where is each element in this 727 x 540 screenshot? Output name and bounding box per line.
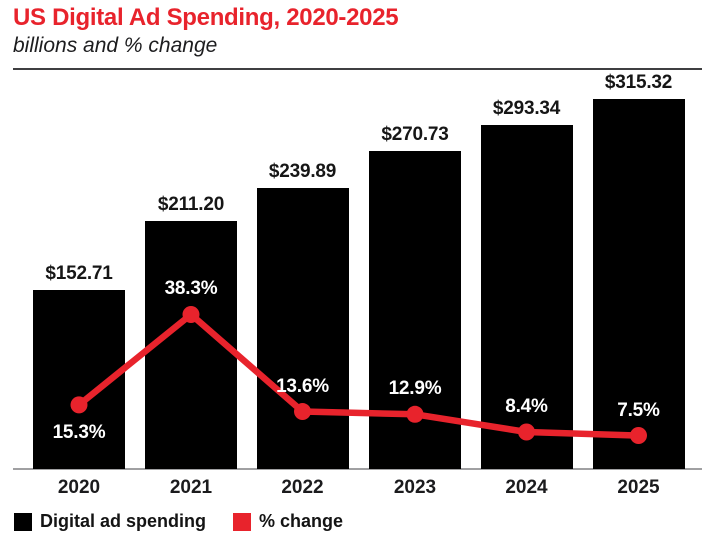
bar-value-label-2020: $152.71 bbox=[45, 263, 113, 284]
bar-2023 bbox=[369, 151, 461, 469]
bar-2021 bbox=[145, 221, 237, 469]
pct-change-label-2021: 38.3% bbox=[164, 278, 218, 300]
pct-change-label-2023: 12.9% bbox=[388, 378, 442, 400]
legend: Digital ad spending % change bbox=[14, 511, 343, 532]
x-axis-label-2020: 2020 bbox=[57, 477, 101, 498]
legend-label: Digital ad spending bbox=[40, 511, 207, 531]
pct-change-label-2022: 13.6% bbox=[276, 375, 329, 397]
legend-item--change: % change bbox=[233, 511, 343, 532]
x-axis-label-2022: 2022 bbox=[281, 477, 324, 498]
x-axis-label-2025: 2025 bbox=[617, 477, 660, 498]
legend-swatch bbox=[233, 512, 252, 531]
x-axis-line bbox=[13, 468, 702, 470]
legend-label: % change bbox=[259, 511, 344, 531]
x-axis-label-2021: 2021 bbox=[169, 477, 213, 498]
bar-value-label-2025: $315.32 bbox=[604, 72, 673, 93]
bar-2024 bbox=[480, 125, 573, 469]
x-axis-label-2024: 2024 bbox=[505, 477, 548, 498]
chart-title: US Digital Ad Spending, 2020-2025 bbox=[13, 4, 399, 31]
legend-swatch bbox=[14, 512, 32, 531]
pct-change-label-2020: 15.3% bbox=[52, 421, 106, 443]
bar-2022 bbox=[256, 188, 349, 469]
legend-item-digital-ad-spending: Digital ad spending bbox=[14, 511, 206, 532]
bar-value-label-2021: $211.20 bbox=[157, 194, 225, 215]
x-axis-label-2023: 2023 bbox=[393, 477, 437, 498]
pct-change-label-2024: 8.4% bbox=[505, 395, 548, 417]
bar-value-label-2023: $270.73 bbox=[381, 124, 449, 145]
pct-change-label-2025: 7.5% bbox=[617, 399, 660, 421]
chart-subtitle: billions and % change bbox=[13, 34, 218, 57]
bar-value-label-2024: $293.34 bbox=[492, 98, 561, 119]
bar-value-label-2022: $239.89 bbox=[268, 161, 337, 182]
header-divider bbox=[13, 68, 702, 70]
